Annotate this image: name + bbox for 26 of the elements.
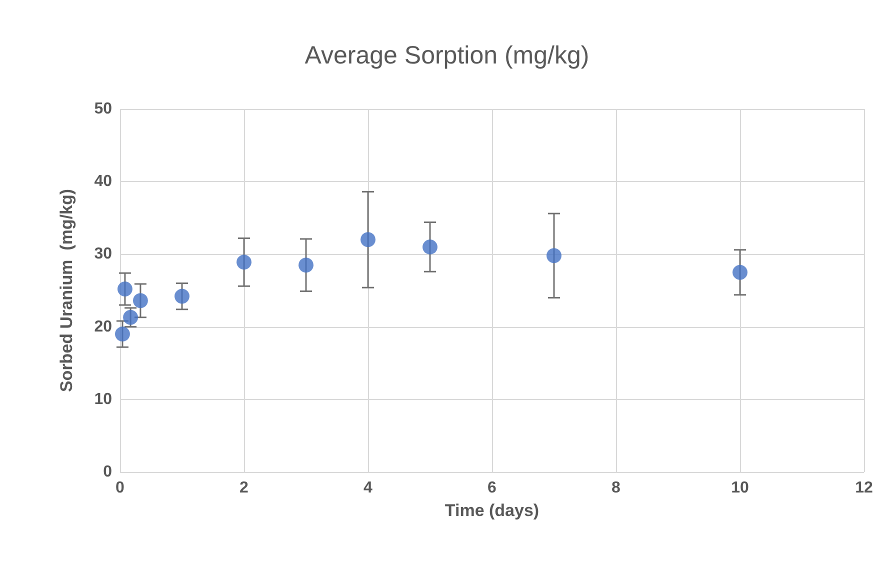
y-tick-label: 40 — [94, 173, 112, 190]
x-tick-label: 2 — [240, 480, 249, 496]
y-axis-title: Sorbed Uranium (mg/kg) — [57, 188, 76, 392]
x-tick-label: 8 — [612, 480, 621, 496]
x-axis-title: Time (days) — [444, 501, 540, 520]
point — [546, 248, 562, 264]
x-tick-label: 10 — [731, 480, 749, 496]
y-tick-label: 10 — [94, 390, 112, 408]
point — [732, 264, 748, 280]
point — [422, 239, 438, 254]
point — [298, 258, 314, 273]
y-tick-label: 0 — [103, 464, 112, 480]
y-tick-label: 20 — [94, 318, 112, 336]
y-tick-label: 30 — [94, 246, 112, 263]
point — [174, 288, 190, 304]
point — [132, 293, 148, 308]
chart-title: Average Sorption (mg/kg) — [304, 42, 590, 70]
x-tick-label: 4 — [364, 480, 373, 496]
point — [114, 326, 130, 342]
x-tick-label: 6 — [488, 480, 497, 496]
x-tick-label: 12 — [855, 480, 873, 496]
point — [117, 282, 132, 297]
point — [236, 254, 252, 270]
x-tick-label: 0 — [116, 480, 125, 496]
point — [360, 232, 376, 248]
y-tick-label: 50 — [94, 100, 112, 118]
